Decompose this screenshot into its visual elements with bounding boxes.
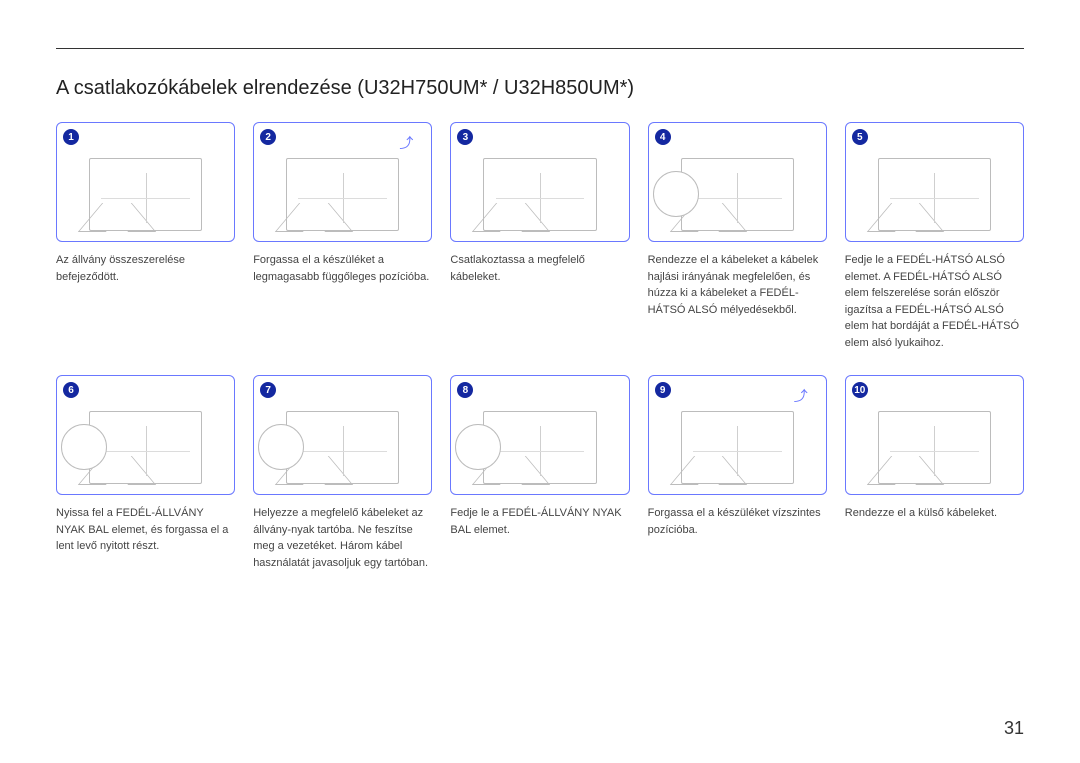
step-illustration: 10: [845, 375, 1024, 495]
step-caption: Rendezze el a kábeleket a kábelek hajlás…: [648, 252, 827, 318]
step: 9⤴ Forgassa el a készüléket vízszintes po…: [648, 375, 827, 571]
step-illustration: 2⤴: [253, 122, 432, 242]
step-illustration: 6: [56, 375, 235, 495]
step-caption: Rendezze el a külső kábeleket.: [845, 505, 1024, 522]
step-caption: Fedje le a FEDÉL-HÁTSÓ ALSÓ elemet. A FE…: [845, 252, 1024, 351]
monitor-illustration: [659, 390, 816, 484]
step: 8 Fedje le a FEDÉL-ÁLLVÁNY NYAK BAL eleme…: [450, 375, 629, 571]
step-illustration: 8: [450, 375, 629, 495]
step: 10 Rendezze el a külső kábeleket.: [845, 375, 1024, 571]
monitor-illustration: [67, 390, 224, 484]
step-caption: Nyissa fel a FEDÉL-ÁLLVÁNY NYAK BAL elem…: [56, 505, 235, 555]
detail-callout-circle: [61, 424, 107, 470]
monitor-illustration: [67, 137, 224, 231]
page-title: A csatlakozókábelek elrendezése (U32H750…: [56, 77, 1024, 100]
step: 3 Csatlakoztassa a megfelelő kábeleket.: [450, 122, 629, 351]
steps-grid: 1 Az állvány összeszerelése befejeződött.…: [56, 122, 1024, 571]
step-illustration: 4: [648, 122, 827, 242]
monitor-illustration: [461, 390, 618, 484]
step-illustration: 5: [845, 122, 1024, 242]
monitor-illustration: [264, 137, 421, 231]
step: 4 Rendezze el a kábeleket a kábelek hajlá…: [648, 122, 827, 351]
monitor-illustration: [856, 390, 1013, 484]
step-illustration: 1: [56, 122, 235, 242]
step-caption: Csatlakoztassa a megfelelő kábeleket.: [450, 252, 629, 285]
monitor-illustration: [856, 137, 1013, 231]
step: 7 Helyezze a megfelelő kábeleket az állvá…: [253, 375, 432, 571]
top-rule: [56, 48, 1024, 49]
detail-callout-circle: [653, 171, 699, 217]
monitor-illustration: [659, 137, 816, 231]
step-illustration: 7: [253, 375, 432, 495]
step-illustration: 9⤴: [648, 375, 827, 495]
detail-callout-circle: [258, 424, 304, 470]
page-number: 31: [1004, 718, 1024, 739]
step-caption: Fedje le a FEDÉL-ÁLLVÁNY NYAK BAL elemet…: [450, 505, 629, 538]
step-caption: Forgassa el a készüléket a legmagasabb f…: [253, 252, 432, 285]
monitor-illustration: [264, 390, 421, 484]
step: 6 Nyissa fel a FEDÉL-ÁLLVÁNY NYAK BAL ele…: [56, 375, 235, 571]
step-illustration: 3: [450, 122, 629, 242]
step-caption: Forgassa el a készüléket vízszintes pozí…: [648, 505, 827, 538]
step: 5 Fedje le a FEDÉL-HÁTSÓ ALSÓ elemet. A F…: [845, 122, 1024, 351]
step: 2⤴ Forgassa el a készüléket a legmagasabb…: [253, 122, 432, 351]
step-caption: Az állvány összeszerelése befejeződött.: [56, 252, 235, 285]
step: 1 Az állvány összeszerelése befejeződött.: [56, 122, 235, 351]
step-caption: Helyezze a megfelelő kábeleket az állván…: [253, 505, 432, 571]
monitor-illustration: [461, 137, 618, 231]
